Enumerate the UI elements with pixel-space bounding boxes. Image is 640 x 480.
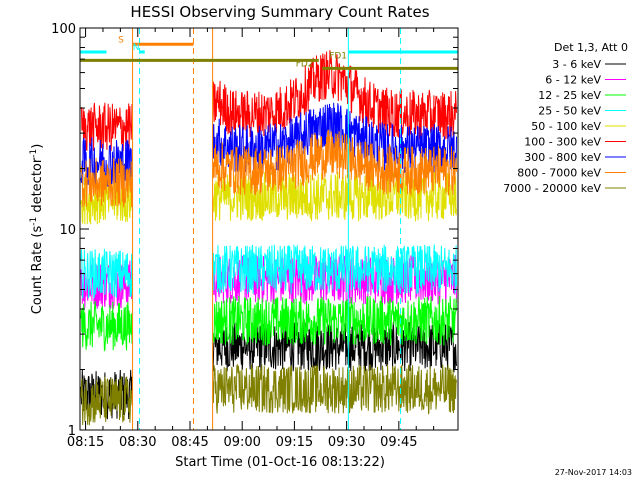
series-line: [212, 129, 457, 196]
flag-label: FD1: [329, 51, 347, 61]
y-tick-label: 1: [68, 424, 76, 439]
y-axis-label: Count Rate (s-1 detector-1): [29, 144, 45, 315]
series-line: [212, 321, 457, 373]
series-line: [80, 376, 133, 426]
legend-title: Det 1,3, Att 0: [554, 41, 628, 54]
flag-label: N: [133, 43, 140, 53]
legend-label: 12 - 25 keV: [538, 89, 601, 102]
x-tick-label: 08:30: [119, 435, 156, 450]
legend-label: 800 - 7000 keV: [517, 167, 601, 180]
series-line: [212, 50, 457, 140]
x-tick-label: 09:30: [328, 435, 365, 450]
series-line: [80, 301, 133, 352]
series-line: [212, 244, 457, 295]
legend-label: 100 - 300 keV: [524, 136, 601, 149]
x-tick-label: 09:00: [223, 435, 260, 450]
legend: 3 - 6 keV 6 - 12 keV 12 - 25 keV 25 - 50 ke…: [503, 58, 626, 195]
series-line: [80, 157, 133, 208]
flag-label: S: [118, 35, 124, 45]
y-tick-label: 100: [51, 22, 76, 37]
series-line: [212, 295, 457, 346]
x-tick-label: 08:45: [171, 435, 208, 450]
legend-label: 6 - 12 keV: [545, 74, 601, 87]
legend-label: 25 - 50 keV: [538, 105, 601, 118]
legend-label: 7000 - 20000 keV: [503, 182, 601, 195]
chart-title: HESSI Observing Summary Count Rates: [130, 3, 429, 21]
data-layer: [80, 50, 457, 426]
y-tick-label: 10: [59, 223, 76, 238]
legend-label: 50 - 100 keV: [531, 120, 601, 133]
series-line: [80, 248, 133, 299]
series-line: [212, 363, 457, 415]
axis-layer: 08:15 08:30 08:45 09:00 09:15 09:30 09:45 1 10 10…: [51, 22, 458, 450]
series-line: [80, 102, 133, 152]
x-tick-label: 08:15: [67, 435, 104, 450]
x-axis-label: Start Time (01-Oct-16 08:13:22): [175, 455, 385, 470]
x-tick-label: 09:45: [380, 435, 417, 450]
flag-layer: SN FD1 FD2: [80, 35, 458, 70]
flag-label: FD2: [296, 59, 314, 69]
x-tick-label: 09:15: [276, 435, 313, 450]
legend-label: 300 - 800 keV: [524, 151, 601, 164]
legend-label: 3 - 6 keV: [552, 58, 601, 71]
series-line: [212, 171, 457, 222]
footer-timestamp: 27-Nov-2017 14:03: [555, 468, 632, 477]
